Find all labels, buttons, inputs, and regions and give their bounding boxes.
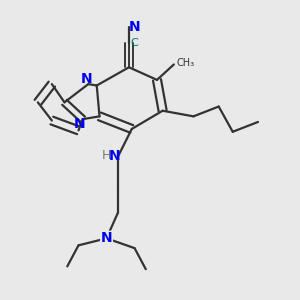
Text: N: N — [101, 231, 112, 245]
Text: N: N — [74, 117, 85, 131]
Text: C: C — [131, 38, 139, 48]
Text: CH₃: CH₃ — [177, 58, 195, 68]
Text: H: H — [102, 149, 111, 162]
Text: N: N — [81, 72, 93, 86]
Text: N: N — [129, 20, 140, 34]
Text: N: N — [109, 148, 121, 163]
